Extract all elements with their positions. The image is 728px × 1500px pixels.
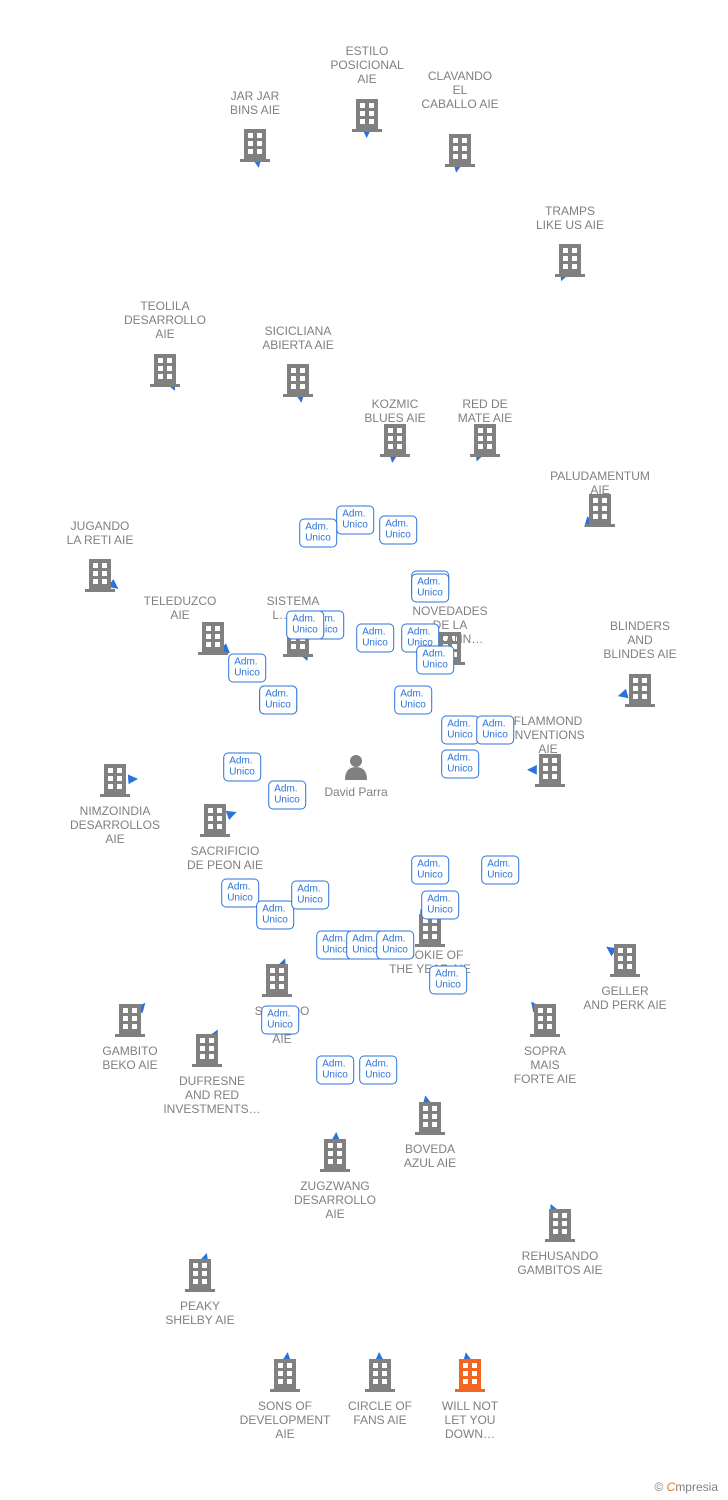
building-icon	[435, 632, 465, 665]
building-icon	[545, 1209, 575, 1242]
footer-copyright: © Cmpresia	[654, 1480, 718, 1494]
building-icon	[555, 244, 585, 277]
building-icon	[365, 1359, 395, 1392]
building-icon	[262, 964, 292, 997]
network-graph	[0, 0, 728, 1500]
building-icon	[380, 424, 410, 457]
building-icon	[415, 1102, 445, 1135]
copyright-symbol: ©	[654, 1480, 663, 1494]
building-icon	[200, 804, 230, 837]
building-icon	[185, 1259, 215, 1292]
brand-initial: C	[667, 1480, 676, 1494]
building-icon	[625, 674, 655, 707]
building-icon	[352, 99, 382, 132]
edge	[619, 694, 627, 696]
edge	[111, 583, 117, 588]
building-icon	[415, 914, 445, 947]
building-icon	[535, 754, 565, 787]
building-icon	[585, 494, 615, 527]
building-icon	[455, 1359, 485, 1392]
building-icon	[192, 1034, 222, 1067]
building-icon	[85, 559, 115, 592]
building-icon	[610, 944, 640, 977]
building-icon	[270, 1359, 300, 1392]
building-icon	[198, 622, 228, 655]
building-icon	[150, 354, 180, 387]
building-icon	[283, 624, 313, 657]
center-person-icon	[345, 755, 367, 780]
edge	[607, 947, 614, 952]
building-icon	[470, 424, 500, 457]
building-icon	[100, 764, 130, 797]
building-icon	[283, 364, 313, 397]
building-icon	[320, 1139, 350, 1172]
center-node-label: David Parra	[324, 785, 387, 799]
building-icon	[115, 1004, 145, 1037]
edge	[228, 812, 236, 815]
building-icon	[530, 1004, 560, 1037]
brand-name: mpresia	[675, 1480, 718, 1494]
building-icon	[445, 134, 475, 167]
edge	[223, 647, 229, 652]
building-icon	[240, 129, 270, 162]
